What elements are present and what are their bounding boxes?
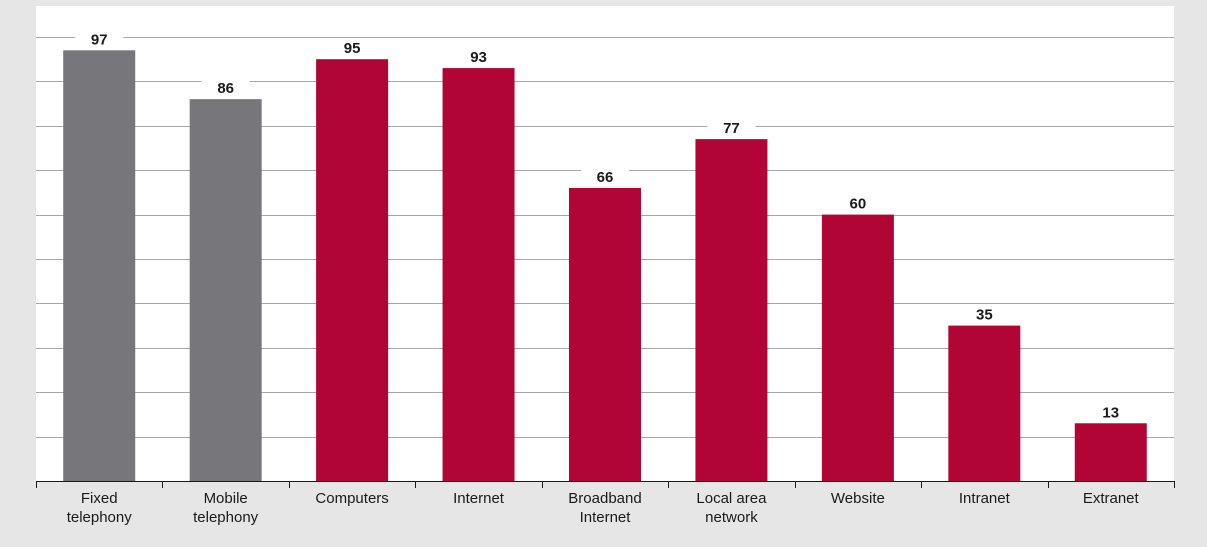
bar	[821, 214, 894, 481]
value-label-bg	[1086, 402, 1135, 421]
value-label: 35	[976, 307, 993, 324]
category-label: Internet	[453, 490, 505, 507]
value-label: 66	[597, 169, 614, 186]
bar	[63, 50, 136, 481]
category-label-line: Internet	[453, 490, 505, 507]
category-label: Computers	[315, 490, 388, 507]
category-label-line: Extranet	[1083, 490, 1140, 507]
value-label: 13	[1102, 404, 1119, 421]
category-label-line: Broadband	[568, 490, 641, 507]
value-label-bg	[960, 304, 1009, 323]
category-label: Website	[831, 490, 885, 507]
value-label-bg	[707, 118, 756, 137]
bar	[316, 59, 389, 481]
category-label-line: Mobile	[204, 490, 248, 507]
bar	[569, 187, 641, 481]
category-label: Broadband Internet	[568, 490, 641, 526]
category-label-line: telephony	[67, 509, 133, 526]
value-label: 77	[723, 120, 740, 137]
category-label: Mobile telephony	[193, 490, 259, 526]
value-label-bg	[201, 78, 250, 97]
bar	[189, 99, 262, 481]
category-label: Local area network	[696, 490, 767, 526]
category-label-line: telephony	[193, 509, 259, 526]
value-label-bg	[581, 166, 629, 185]
value-label-bg	[454, 47, 503, 66]
value-label: 97	[91, 31, 108, 48]
category-label-line: Website	[831, 490, 885, 507]
value-label-bg	[328, 38, 377, 57]
bar	[442, 68, 515, 481]
value-label: 60	[850, 196, 867, 213]
value-label: 93	[470, 49, 487, 66]
category-label-line: Intranet	[959, 490, 1011, 507]
category-label-line: Fixed	[81, 490, 118, 507]
bar	[948, 325, 1021, 481]
value-label: 95	[344, 40, 361, 57]
value-label-bg	[75, 29, 124, 48]
category-label-line: Local area	[696, 490, 767, 507]
value-label: 86	[217, 80, 234, 97]
bar	[1074, 423, 1147, 481]
category-label: Fixed telephony	[67, 490, 133, 526]
category-label-line: Internet	[580, 509, 632, 526]
category-label-line: network	[705, 509, 758, 526]
value-label-bg	[833, 193, 882, 212]
category-label: Extranet	[1083, 490, 1140, 507]
category-label: Intranet	[959, 490, 1011, 507]
bar	[695, 139, 768, 481]
category-label-line: Computers	[315, 490, 388, 507]
